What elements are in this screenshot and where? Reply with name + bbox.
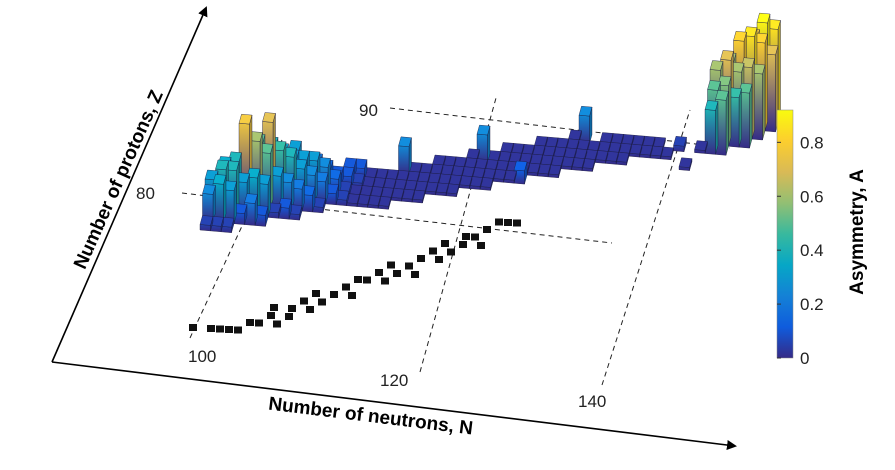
projection-square [348,292,356,299]
x-tick-label: 140 [578,392,606,411]
projection-square [363,276,371,284]
bar [202,184,216,223]
projection-square [330,291,338,298]
bar [458,175,473,189]
projection-square [447,248,455,256]
projection-square [471,233,479,241]
bar [435,182,449,197]
projection-square [216,325,224,333]
projection-square [354,276,362,283]
bar [628,143,643,158]
bar [356,194,371,208]
projection-square [441,240,449,247]
bar [210,216,224,233]
projection-square [285,313,293,320]
bar [694,140,708,154]
bars [199,12,781,233]
bar [267,202,282,219]
bar [401,188,415,203]
bar [476,124,491,163]
bar [390,188,405,202]
colorbar-tick-label: 0.8 [800,133,824,152]
bar [673,136,687,152]
projection-square [288,305,296,312]
bar [526,162,541,177]
projection-square [381,277,389,285]
bar [411,189,426,204]
projection-square [513,219,521,227]
z-axis-line [51,6,208,363]
x-tick-label: 100 [188,347,216,366]
bar [377,196,392,210]
projection-square [483,226,491,233]
bar [649,145,664,160]
colorbar [776,109,794,359]
bar [578,105,593,144]
y-tick-label: 80 [136,184,155,203]
projection-square [462,233,470,240]
projection-square [375,269,383,276]
projection-points [189,218,521,334]
projection-square [225,326,233,333]
projection-square [207,325,215,332]
bar [581,158,596,172]
projection-square [435,256,443,263]
projection-square [393,270,401,277]
bar [312,197,326,214]
projection-square [306,306,314,313]
projection-square [387,261,395,269]
colorbar-tick-label: 0 [800,349,809,368]
y-axis-label: Number of protons, Z [70,87,168,272]
bar [288,204,303,221]
colorbar-ticks: 0 0.2 0.4 0.6 0.8 [777,133,824,368]
bar [233,203,248,225]
bar [199,215,214,232]
projection-square [189,324,197,331]
projection-square [429,247,437,255]
colorbar-tick-label: 0.4 [800,241,824,260]
bar [278,198,292,220]
projection-square [504,219,512,226]
projection-square [270,304,278,311]
bar [560,156,575,170]
projection-square [246,319,254,326]
bar [678,157,693,171]
bar [445,183,460,197]
bar [594,150,609,164]
projection-square [417,255,425,262]
projection-square [273,320,281,328]
projection-square [267,312,275,319]
projection-square [459,241,467,248]
projection-square [234,326,242,334]
bar [479,177,494,191]
bar [220,217,235,233]
colorbar-label: Asymmetry, A [847,169,868,295]
x-tick-label: 120 [380,371,408,390]
projection-square [300,297,308,305]
projection-square [477,242,485,249]
projection-square [411,271,419,278]
bar [660,146,674,161]
gridline-n-140 [601,109,691,386]
gridline-z-90 [389,107,731,149]
projection-square [312,290,320,297]
colorbar-tick-label: 0.6 [800,187,824,206]
bar [254,205,269,227]
bar [325,183,339,206]
bar [346,193,360,207]
bar [639,144,653,159]
projection-square [405,262,413,270]
bar [537,163,551,178]
projection-square [495,218,503,226]
bar [398,136,412,175]
y-tick-label: 90 [359,101,378,120]
colorbar-tick-label: 0.2 [800,295,824,314]
bar [503,170,517,184]
projection-square [255,319,263,327]
projection-square [318,298,326,306]
projection-square [342,283,350,291]
n-axis-line [51,361,737,450]
